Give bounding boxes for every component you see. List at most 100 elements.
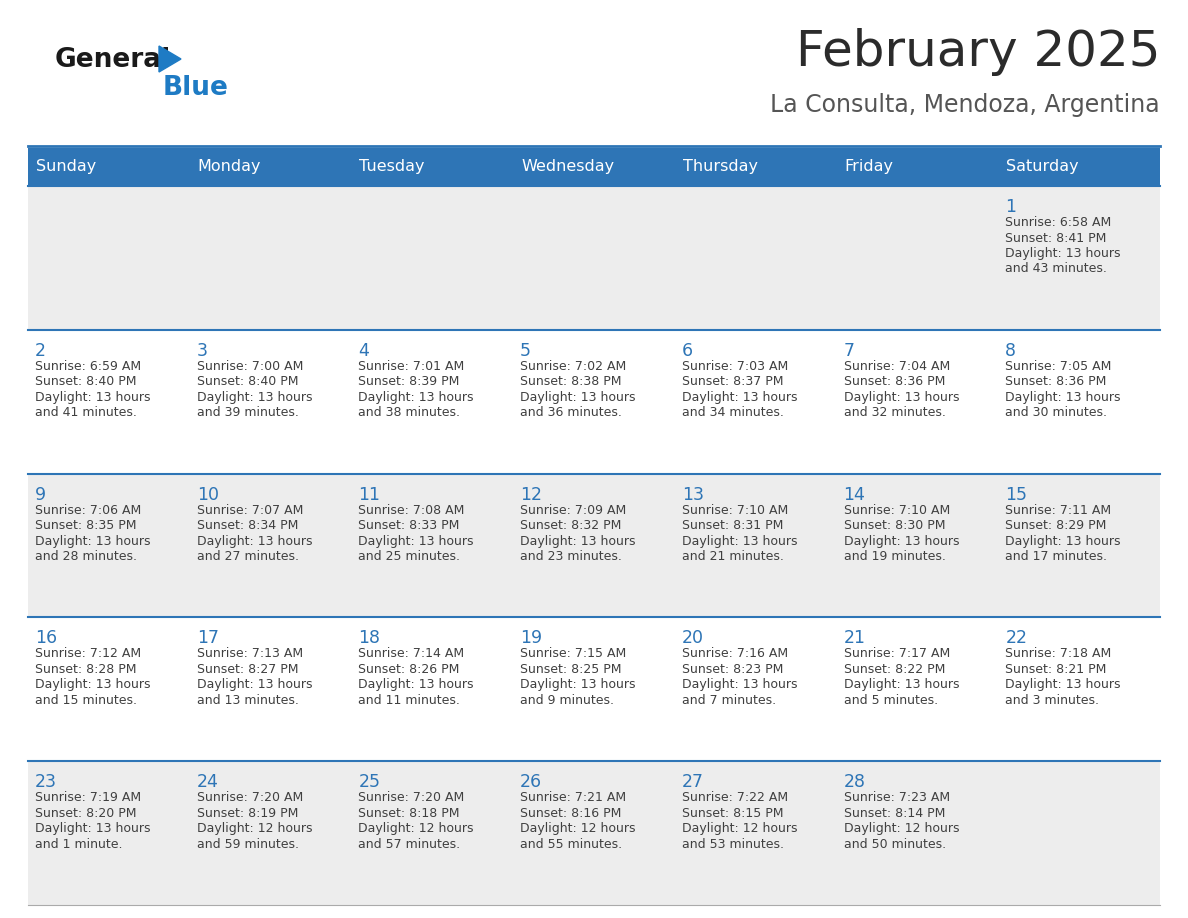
- Text: General: General: [55, 47, 171, 73]
- Text: Sunrise: 7:02 AM: Sunrise: 7:02 AM: [520, 360, 626, 373]
- Text: Sunrise: 7:03 AM: Sunrise: 7:03 AM: [682, 360, 788, 373]
- Text: Sunset: 8:40 PM: Sunset: 8:40 PM: [197, 375, 298, 388]
- Text: Sunset: 8:21 PM: Sunset: 8:21 PM: [1005, 663, 1107, 676]
- Text: and 13 minutes.: and 13 minutes.: [197, 694, 298, 707]
- Text: and 28 minutes.: and 28 minutes.: [34, 550, 137, 563]
- Text: 7: 7: [843, 341, 854, 360]
- Text: February 2025: February 2025: [796, 28, 1159, 76]
- Text: Sunset: 8:40 PM: Sunset: 8:40 PM: [34, 375, 137, 388]
- Text: Sunset: 8:33 PM: Sunset: 8:33 PM: [359, 519, 460, 532]
- Text: 22: 22: [1005, 630, 1028, 647]
- Text: Sunset: 8:18 PM: Sunset: 8:18 PM: [359, 807, 460, 820]
- Text: Daylight: 13 hours: Daylight: 13 hours: [843, 678, 959, 691]
- Text: Sunset: 8:31 PM: Sunset: 8:31 PM: [682, 519, 783, 532]
- Text: Daylight: 12 hours: Daylight: 12 hours: [359, 823, 474, 835]
- Text: and 9 minutes.: and 9 minutes.: [520, 694, 614, 707]
- Text: Sunset: 8:41 PM: Sunset: 8:41 PM: [1005, 231, 1107, 244]
- Text: 10: 10: [197, 486, 219, 504]
- Text: Sunset: 8:15 PM: Sunset: 8:15 PM: [682, 807, 783, 820]
- Text: 26: 26: [520, 773, 542, 791]
- Text: Sunset: 8:27 PM: Sunset: 8:27 PM: [197, 663, 298, 676]
- Text: 2: 2: [34, 341, 46, 360]
- Text: 5: 5: [520, 341, 531, 360]
- Text: Sunrise: 7:08 AM: Sunrise: 7:08 AM: [359, 504, 465, 517]
- Text: 24: 24: [197, 773, 219, 791]
- Text: 1: 1: [1005, 198, 1016, 216]
- Text: Daylight: 12 hours: Daylight: 12 hours: [520, 823, 636, 835]
- Text: Sunset: 8:37 PM: Sunset: 8:37 PM: [682, 375, 783, 388]
- Text: 21: 21: [843, 630, 866, 647]
- Text: 15: 15: [1005, 486, 1028, 504]
- Text: Daylight: 13 hours: Daylight: 13 hours: [1005, 534, 1120, 548]
- Text: Daylight: 13 hours: Daylight: 13 hours: [359, 391, 474, 404]
- Text: Sunset: 8:28 PM: Sunset: 8:28 PM: [34, 663, 137, 676]
- Text: and 3 minutes.: and 3 minutes.: [1005, 694, 1099, 707]
- Text: and 19 minutes.: and 19 minutes.: [843, 550, 946, 563]
- Text: 4: 4: [359, 341, 369, 360]
- Bar: [29, 618, 1159, 761]
- Text: Sunset: 8:36 PM: Sunset: 8:36 PM: [1005, 375, 1107, 388]
- Text: Daylight: 13 hours: Daylight: 13 hours: [34, 391, 151, 404]
- Text: Sunset: 8:22 PM: Sunset: 8:22 PM: [843, 663, 944, 676]
- Text: 8: 8: [1005, 341, 1016, 360]
- Text: Sunrise: 7:23 AM: Sunrise: 7:23 AM: [843, 791, 949, 804]
- Bar: [29, 148, 1159, 186]
- Text: Saturday: Saturday: [1006, 160, 1079, 174]
- Text: and 7 minutes.: and 7 minutes.: [682, 694, 776, 707]
- Text: Sunrise: 7:20 AM: Sunrise: 7:20 AM: [197, 791, 303, 804]
- Text: Sunrise: 7:15 AM: Sunrise: 7:15 AM: [520, 647, 626, 660]
- Text: Sunset: 8:20 PM: Sunset: 8:20 PM: [34, 807, 137, 820]
- Text: and 23 minutes.: and 23 minutes.: [520, 550, 623, 563]
- Text: and 25 minutes.: and 25 minutes.: [359, 550, 461, 563]
- Text: Sunset: 8:36 PM: Sunset: 8:36 PM: [843, 375, 944, 388]
- Text: Sunset: 8:26 PM: Sunset: 8:26 PM: [359, 663, 460, 676]
- Text: 14: 14: [843, 486, 865, 504]
- Text: Daylight: 13 hours: Daylight: 13 hours: [34, 678, 151, 691]
- Text: Daylight: 13 hours: Daylight: 13 hours: [843, 391, 959, 404]
- Text: 6: 6: [682, 341, 693, 360]
- Text: Sunrise: 7:01 AM: Sunrise: 7:01 AM: [359, 360, 465, 373]
- Text: Sunset: 8:23 PM: Sunset: 8:23 PM: [682, 663, 783, 676]
- Text: Sunrise: 6:59 AM: Sunrise: 6:59 AM: [34, 360, 141, 373]
- Bar: [29, 761, 1159, 905]
- Text: and 57 minutes.: and 57 minutes.: [359, 838, 461, 851]
- Text: and 36 minutes.: and 36 minutes.: [520, 407, 623, 420]
- Text: Sunrise: 7:11 AM: Sunrise: 7:11 AM: [1005, 504, 1112, 517]
- Text: 17: 17: [197, 630, 219, 647]
- Text: Daylight: 13 hours: Daylight: 13 hours: [1005, 678, 1120, 691]
- Text: and 17 minutes.: and 17 minutes.: [1005, 550, 1107, 563]
- Text: Sunrise: 7:10 AM: Sunrise: 7:10 AM: [682, 504, 788, 517]
- Text: and 21 minutes.: and 21 minutes.: [682, 550, 784, 563]
- Text: Daylight: 13 hours: Daylight: 13 hours: [520, 678, 636, 691]
- Text: Daylight: 12 hours: Daylight: 12 hours: [682, 823, 797, 835]
- Text: and 5 minutes.: and 5 minutes.: [843, 694, 937, 707]
- Text: 12: 12: [520, 486, 542, 504]
- Text: Daylight: 13 hours: Daylight: 13 hours: [359, 534, 474, 548]
- Bar: [29, 330, 1159, 474]
- Text: Wednesday: Wednesday: [522, 160, 614, 174]
- Text: Daylight: 13 hours: Daylight: 13 hours: [34, 823, 151, 835]
- Text: 20: 20: [682, 630, 703, 647]
- Text: and 38 minutes.: and 38 minutes.: [359, 407, 461, 420]
- Text: Sunday: Sunday: [36, 160, 96, 174]
- Text: Daylight: 13 hours: Daylight: 13 hours: [197, 534, 312, 548]
- Text: Thursday: Thursday: [683, 160, 758, 174]
- Text: Daylight: 13 hours: Daylight: 13 hours: [682, 391, 797, 404]
- Text: Tuesday: Tuesday: [360, 160, 425, 174]
- Text: Sunset: 8:32 PM: Sunset: 8:32 PM: [520, 519, 621, 532]
- Text: Daylight: 13 hours: Daylight: 13 hours: [1005, 391, 1120, 404]
- Text: Daylight: 13 hours: Daylight: 13 hours: [197, 678, 312, 691]
- Text: Sunset: 8:38 PM: Sunset: 8:38 PM: [520, 375, 621, 388]
- Text: Daylight: 13 hours: Daylight: 13 hours: [197, 391, 312, 404]
- Text: and 32 minutes.: and 32 minutes.: [843, 407, 946, 420]
- Text: 27: 27: [682, 773, 703, 791]
- Text: 19: 19: [520, 630, 542, 647]
- Text: Blue: Blue: [163, 75, 229, 101]
- Text: Sunrise: 7:18 AM: Sunrise: 7:18 AM: [1005, 647, 1112, 660]
- Text: Sunrise: 7:20 AM: Sunrise: 7:20 AM: [359, 791, 465, 804]
- Text: 23: 23: [34, 773, 57, 791]
- Text: Sunrise: 7:13 AM: Sunrise: 7:13 AM: [197, 647, 303, 660]
- Text: Sunset: 8:16 PM: Sunset: 8:16 PM: [520, 807, 621, 820]
- Text: Daylight: 13 hours: Daylight: 13 hours: [682, 678, 797, 691]
- Text: and 27 minutes.: and 27 minutes.: [197, 550, 298, 563]
